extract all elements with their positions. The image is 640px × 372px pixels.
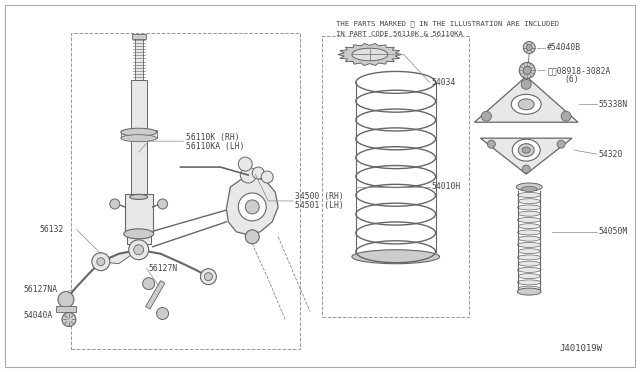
- Circle shape: [522, 165, 530, 173]
- Bar: [134, 38, 143, 82]
- Text: 56110KA (LH): 56110KA (LH): [186, 142, 244, 151]
- Ellipse shape: [518, 230, 541, 235]
- Circle shape: [200, 269, 216, 285]
- Ellipse shape: [518, 286, 540, 291]
- Circle shape: [92, 253, 110, 271]
- Text: 34500 (RH): 34500 (RH): [295, 192, 344, 202]
- Circle shape: [519, 62, 535, 78]
- Ellipse shape: [517, 288, 541, 295]
- Text: 54320: 54320: [599, 150, 623, 158]
- Ellipse shape: [518, 267, 541, 272]
- Text: 54050M: 54050M: [599, 227, 628, 236]
- Circle shape: [143, 278, 155, 290]
- Text: 56127NA: 56127NA: [23, 285, 57, 294]
- Text: #54040B: #54040B: [547, 43, 581, 52]
- Polygon shape: [481, 138, 572, 174]
- Text: 56110K (RH): 56110K (RH): [186, 133, 239, 142]
- Bar: [131, 80, 147, 130]
- Ellipse shape: [512, 139, 540, 161]
- Ellipse shape: [521, 186, 537, 192]
- Circle shape: [481, 111, 492, 121]
- Circle shape: [58, 292, 74, 308]
- Text: 54040A: 54040A: [23, 311, 52, 320]
- Ellipse shape: [511, 94, 541, 114]
- Circle shape: [204, 273, 212, 280]
- Circle shape: [110, 199, 120, 209]
- Text: ※ⓝ08918-3082A: ※ⓝ08918-3082A: [547, 66, 611, 75]
- Circle shape: [97, 258, 105, 266]
- Circle shape: [134, 245, 143, 255]
- Ellipse shape: [518, 99, 534, 110]
- Polygon shape: [227, 177, 278, 235]
- Ellipse shape: [518, 255, 541, 260]
- Text: 56132: 56132: [39, 225, 63, 234]
- Circle shape: [62, 312, 76, 327]
- Text: 54010H: 54010H: [431, 183, 461, 192]
- Ellipse shape: [518, 218, 541, 222]
- Bar: [71, 33, 300, 349]
- Circle shape: [526, 45, 532, 51]
- Circle shape: [238, 157, 252, 171]
- Ellipse shape: [516, 183, 542, 191]
- Text: IN PART CODE 56110K & 56110KA: IN PART CODE 56110K & 56110KA: [336, 31, 463, 36]
- Circle shape: [240, 167, 256, 183]
- Ellipse shape: [518, 274, 540, 279]
- Circle shape: [252, 167, 264, 179]
- Ellipse shape: [124, 229, 154, 239]
- Circle shape: [521, 79, 531, 89]
- Text: J401019W: J401019W: [559, 344, 602, 353]
- Ellipse shape: [522, 147, 530, 153]
- Circle shape: [245, 230, 259, 244]
- Circle shape: [129, 240, 148, 260]
- Circle shape: [261, 171, 273, 183]
- Ellipse shape: [518, 261, 540, 266]
- Ellipse shape: [518, 205, 541, 210]
- Circle shape: [238, 193, 266, 221]
- Circle shape: [245, 200, 259, 214]
- Bar: [127, 232, 150, 244]
- Ellipse shape: [518, 192, 541, 198]
- Bar: [131, 135, 147, 197]
- Ellipse shape: [518, 236, 540, 241]
- Bar: [132, 33, 146, 39]
- Circle shape: [157, 308, 168, 320]
- Text: THE PARTS MARKED ※ IN THE ILLUSTRATION ARE INCLUDED: THE PARTS MARKED ※ IN THE ILLUSTRATION A…: [336, 20, 559, 27]
- Circle shape: [561, 111, 571, 121]
- Ellipse shape: [518, 280, 541, 285]
- Text: 54501 (LH): 54501 (LH): [295, 201, 344, 211]
- Ellipse shape: [130, 195, 148, 199]
- Text: 54034: 54034: [431, 78, 456, 87]
- Ellipse shape: [518, 243, 541, 247]
- Bar: [146, 280, 165, 309]
- Ellipse shape: [518, 224, 540, 229]
- Polygon shape: [338, 44, 402, 65]
- Bar: [121, 130, 157, 138]
- Polygon shape: [352, 48, 388, 61]
- Circle shape: [524, 67, 531, 74]
- Circle shape: [488, 140, 495, 148]
- Ellipse shape: [352, 250, 440, 264]
- Ellipse shape: [518, 144, 534, 157]
- Circle shape: [157, 199, 168, 209]
- Text: 56127N: 56127N: [148, 264, 178, 273]
- Text: 55338N: 55338N: [599, 100, 628, 109]
- Ellipse shape: [518, 248, 540, 254]
- Polygon shape: [101, 250, 139, 264]
- Bar: [56, 305, 76, 311]
- Ellipse shape: [518, 211, 540, 216]
- Polygon shape: [474, 76, 578, 122]
- Bar: [125, 194, 152, 232]
- Circle shape: [557, 140, 565, 148]
- Ellipse shape: [121, 128, 157, 136]
- Circle shape: [524, 42, 535, 54]
- Ellipse shape: [121, 135, 157, 142]
- Text: (6): (6): [564, 75, 579, 84]
- Bar: [322, 36, 469, 317]
- Ellipse shape: [518, 199, 540, 204]
